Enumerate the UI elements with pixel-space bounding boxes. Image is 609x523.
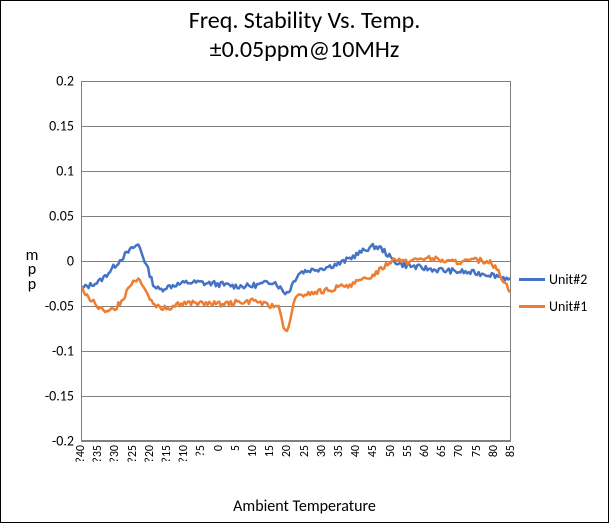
legend-label: Unit#2 [549,271,587,288]
x-tick-label: 35 [333,445,345,457]
x-tick-label: 5 [230,445,242,451]
y-tick-label: -0.15 [19,388,74,405]
line-series [82,82,510,440]
legend-item: Unit#2 [519,271,587,288]
x-tick-label: ?10 [178,445,190,463]
x-tick-label: ?35 [92,445,104,463]
y-tick-label: 0.05 [19,208,74,225]
y-tick-label: 0.2 [19,73,74,90]
x-tick-label: 70 [453,445,465,457]
x-tick-label: 85 [505,445,517,457]
x-tick-label: 10 [247,445,259,457]
y-tick-label: -0.2 [19,433,74,450]
legend-label: Unit#1 [549,298,587,315]
x-tick-label: 75 [471,445,483,457]
gridline [81,441,511,442]
x-tick-label: 80 [488,445,500,457]
x-tick-label: 50 [385,445,397,457]
series-line-unit1 [82,256,510,331]
y-tick-label: 0.15 [19,118,74,135]
y-tick-label: -0.05 [19,298,74,315]
y-tick-label: 0 [19,253,74,270]
title-line-2: ±0.05ppm@10MHz [1,36,608,65]
chart-frame: Freq. Stability Vs. Temp. ±0.05ppm@10MHz… [0,0,609,523]
x-tick-label: 60 [419,445,431,457]
series-line-unit2 [82,244,510,294]
x-tick-label: 30 [316,445,328,457]
x-tick-label: ?5 [195,445,207,457]
legend-swatch [519,278,545,281]
x-tick-label: 65 [436,445,448,457]
x-tick-label: 45 [367,445,379,457]
x-tick-label: ?25 [127,445,139,463]
x-tick-label: ?15 [161,445,173,463]
x-tick-label: ?30 [109,445,121,463]
title-line-1: Freq. Stability Vs. Temp. [1,7,608,36]
x-axis-title: Ambient Temperature [1,497,608,516]
chart-title: Freq. Stability Vs. Temp. ±0.05ppm@10MHz [1,7,608,65]
x-tick-label: 55 [402,445,414,457]
x-tick-label: 15 [264,445,276,457]
x-tick-label: 0 [213,445,225,451]
x-tick-label: 25 [299,445,311,457]
x-tick-label: 20 [281,445,293,457]
y-axis-title-char: p [25,278,39,292]
y-tick-label: 0.1 [19,163,74,180]
x-tick-label: 40 [350,445,362,457]
legend-swatch [519,305,545,308]
x-tick-label: ?20 [144,445,156,463]
x-tick-label: ?40 [75,445,87,463]
legend-item: Unit#1 [519,298,587,315]
plot-area [81,81,511,441]
legend: Unit#2 Unit#1 [519,271,587,325]
y-tick-label: -0.1 [19,343,74,360]
